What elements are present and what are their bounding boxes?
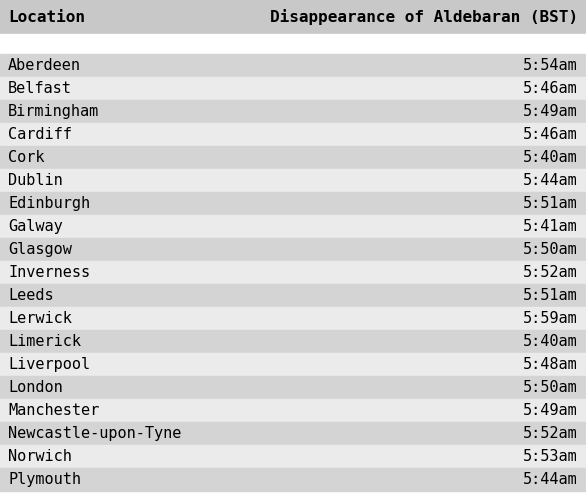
Bar — [0, 77, 586, 100]
Text: Galway: Galway — [8, 219, 63, 234]
Bar — [0, 422, 586, 445]
Bar — [0, 146, 586, 169]
Text: 5:44am: 5:44am — [523, 472, 578, 487]
Text: Newcastle-upon-Tyne: Newcastle-upon-Tyne — [8, 426, 182, 441]
Text: 5:49am: 5:49am — [523, 104, 578, 119]
Bar — [0, 376, 586, 399]
Bar — [0, 261, 586, 284]
Bar — [0, 192, 586, 215]
Text: 5:52am: 5:52am — [523, 426, 578, 441]
Text: 5:54am: 5:54am — [523, 58, 578, 73]
Text: Cork: Cork — [8, 150, 45, 165]
Text: Birmingham: Birmingham — [8, 104, 99, 119]
Text: Edinburgh: Edinburgh — [8, 196, 90, 211]
Text: 5:46am: 5:46am — [523, 81, 578, 96]
Text: 5:53am: 5:53am — [523, 449, 578, 464]
Bar — [0, 330, 586, 353]
Text: 5:41am: 5:41am — [523, 219, 578, 234]
Text: 5:59am: 5:59am — [523, 311, 578, 326]
Text: 5:51am: 5:51am — [523, 288, 578, 303]
Bar — [0, 34, 586, 54]
Bar — [0, 445, 586, 468]
Bar — [0, 54, 586, 77]
Text: Lerwick: Lerwick — [8, 311, 72, 326]
Text: 5:50am: 5:50am — [523, 380, 578, 395]
Text: 5:49am: 5:49am — [523, 403, 578, 418]
Text: London: London — [8, 380, 63, 395]
Text: Glasgow: Glasgow — [8, 242, 72, 257]
Text: Plymouth: Plymouth — [8, 472, 81, 487]
Bar — [0, 169, 586, 192]
Bar — [0, 353, 586, 376]
Bar — [0, 123, 586, 146]
Text: Cardiff: Cardiff — [8, 127, 72, 142]
Text: 5:46am: 5:46am — [523, 127, 578, 142]
Text: Limerick: Limerick — [8, 334, 81, 349]
Text: 5:52am: 5:52am — [523, 265, 578, 280]
Text: Manchester: Manchester — [8, 403, 99, 418]
Text: Inverness: Inverness — [8, 265, 90, 280]
Bar — [0, 238, 586, 261]
Bar — [0, 399, 586, 422]
Text: Dublin: Dublin — [8, 173, 63, 188]
Text: 5:40am: 5:40am — [523, 150, 578, 165]
Text: 5:44am: 5:44am — [523, 173, 578, 188]
Text: 5:48am: 5:48am — [523, 357, 578, 372]
Bar — [0, 0, 586, 34]
Text: Liverpool: Liverpool — [8, 357, 90, 372]
Bar — [0, 215, 586, 238]
Text: Disappearance of Aldebaran (BST): Disappearance of Aldebaran (BST) — [270, 9, 578, 25]
Text: 5:51am: 5:51am — [523, 196, 578, 211]
Text: Leeds: Leeds — [8, 288, 54, 303]
Text: Aberdeen: Aberdeen — [8, 58, 81, 73]
Text: Location: Location — [8, 9, 85, 24]
Bar — [0, 284, 586, 307]
Text: 5:50am: 5:50am — [523, 242, 578, 257]
Bar — [0, 307, 586, 330]
Bar — [0, 100, 586, 123]
Bar — [0, 468, 586, 491]
Text: Norwich: Norwich — [8, 449, 72, 464]
Text: 5:40am: 5:40am — [523, 334, 578, 349]
Text: Belfast: Belfast — [8, 81, 72, 96]
